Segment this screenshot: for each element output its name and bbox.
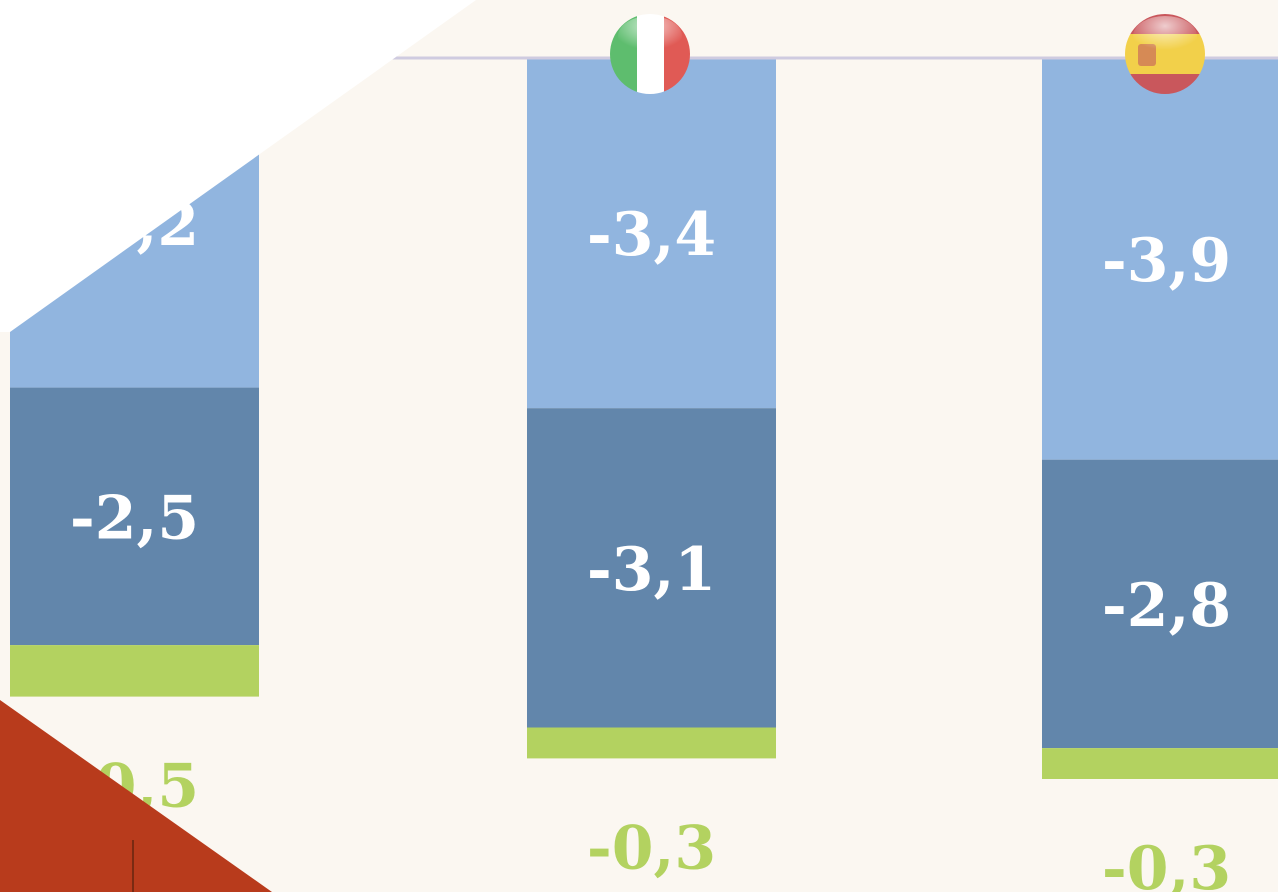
data-label-italy-green: -0,3 xyxy=(587,813,716,883)
bar-segment-left-green xyxy=(10,645,259,697)
bar-segment-spain-light xyxy=(1042,58,1278,460)
bar-segment-italy-green xyxy=(527,727,776,759)
data-label-italy-light: -3,4 xyxy=(587,200,716,270)
data-label-spain-light: -3,9 xyxy=(1102,226,1231,296)
data-label-spain-green: -0,3 xyxy=(1102,834,1231,892)
data-label-left-light: -3,2 xyxy=(70,190,199,260)
bar-segment-left-dark xyxy=(10,387,259,646)
bar-segment-italy-dark xyxy=(527,408,776,728)
data-label-italy-dark: -3,1 xyxy=(587,535,716,605)
data-label-left-dark: -2,5 xyxy=(70,483,199,553)
bar-segment-spain-dark xyxy=(1042,459,1278,749)
italy-flag-icon xyxy=(610,14,690,94)
bar-segment-italy-light xyxy=(527,58,776,409)
bar-segment-spain-green xyxy=(1042,748,1278,779)
data-label-spain-dark: -2,8 xyxy=(1102,571,1231,641)
spain-flag-icon xyxy=(1125,14,1205,94)
data-label-left-green: -0,5 xyxy=(70,752,199,822)
